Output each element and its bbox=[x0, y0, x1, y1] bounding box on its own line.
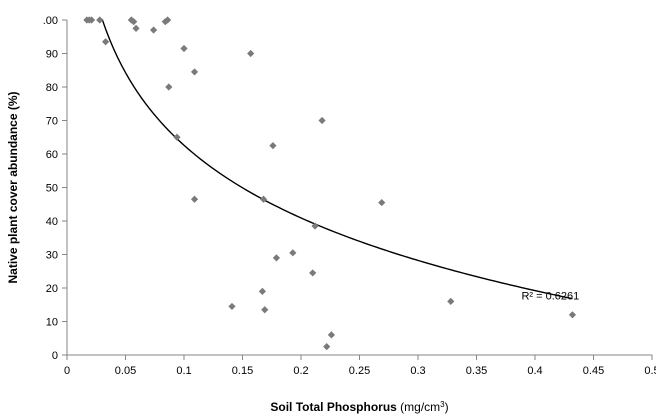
data-point bbox=[318, 117, 325, 124]
x-tick-label: 0.2 bbox=[293, 365, 308, 377]
x-tick-label: 0.4 bbox=[527, 365, 542, 377]
x-tick-label: 0.45 bbox=[583, 365, 604, 377]
data-point bbox=[328, 331, 335, 338]
data-point bbox=[323, 343, 330, 350]
trendline-group bbox=[102, 19, 572, 299]
data-point bbox=[191, 196, 198, 203]
chart-axes bbox=[67, 20, 652, 355]
y-tick-label: 90 bbox=[46, 49, 58, 61]
data-point bbox=[247, 50, 254, 57]
y-tick-label: 50 bbox=[46, 183, 58, 195]
y-tick-label: 20 bbox=[46, 283, 58, 295]
x-axis-title-unit-close: ) bbox=[445, 400, 449, 414]
data-point bbox=[378, 199, 385, 206]
data-point bbox=[309, 269, 316, 276]
x-tick-label: 0.35 bbox=[466, 365, 487, 377]
x-tick-label: 0.25 bbox=[349, 365, 370, 377]
y-tick-label: 60 bbox=[46, 149, 58, 161]
x-axis-ticks: 0 0.05 0.1 0.15 0.2 0.25 0.3 0.35 0.4 0.45 0.5 bbox=[64, 355, 656, 377]
x-tick-label: 0.15 bbox=[232, 365, 253, 377]
x-axis-title-main: Soil Total Phosphorus bbox=[270, 400, 397, 414]
data-point bbox=[173, 134, 180, 141]
y-tick-label: 40 bbox=[46, 216, 58, 228]
y-tick-label: 10 bbox=[46, 317, 58, 329]
y-tick-label: 30 bbox=[46, 250, 58, 262]
data-point bbox=[273, 254, 280, 261]
y-tick-label: 80 bbox=[46, 82, 58, 94]
data-point bbox=[191, 68, 198, 75]
x-tick-label: 0.05 bbox=[115, 365, 136, 377]
x-tick-label: 0.1 bbox=[176, 365, 191, 377]
data-point bbox=[447, 298, 454, 305]
x-tick-label: 0.3 bbox=[410, 365, 425, 377]
y-tick-label: .00 bbox=[43, 15, 58, 27]
data-point bbox=[259, 288, 266, 295]
data-point bbox=[569, 311, 576, 318]
data-points bbox=[83, 16, 576, 350]
y-tick-label: 70 bbox=[46, 116, 58, 128]
data-point bbox=[289, 249, 296, 256]
data-point bbox=[96, 16, 103, 23]
data-point bbox=[228, 303, 235, 310]
r-squared-label: R² = 0.6261 bbox=[521, 291, 579, 303]
trendline bbox=[102, 19, 572, 299]
data-point bbox=[132, 25, 139, 32]
data-point bbox=[261, 306, 268, 313]
data-point bbox=[269, 142, 276, 149]
x-axis-title-unit-open: (mg/cm bbox=[397, 400, 440, 414]
y-axis-ticks: 0 10 20 30 40 50 60 70 80 90 .00 bbox=[43, 15, 67, 362]
y-tick-label: 0 bbox=[52, 350, 58, 362]
x-tick-label: 0 bbox=[64, 365, 70, 377]
x-axis-title: Soil Total Phosphorus (mg/cm3) bbox=[270, 400, 448, 414]
data-point bbox=[150, 26, 157, 33]
data-point bbox=[165, 83, 172, 90]
data-point bbox=[180, 45, 187, 52]
x-tick-label: 0.5 bbox=[644, 365, 656, 377]
data-point bbox=[102, 38, 109, 45]
y-axis-title: Native plant cover abundance (%) bbox=[6, 91, 20, 283]
